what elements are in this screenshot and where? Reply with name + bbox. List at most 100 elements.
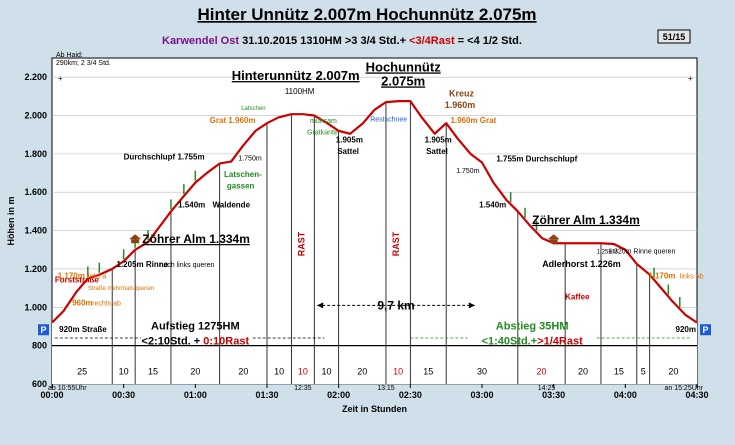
page-badge-box xyxy=(657,29,691,44)
x-tick-label: 02:30 xyxy=(399,390,422,400)
x-tick-label: 00:30 xyxy=(112,390,135,400)
annotation-label: rechts ab xyxy=(92,300,121,307)
y-tick-label: 1.600 xyxy=(24,187,47,197)
annotation-label: 1.540m xyxy=(479,201,506,210)
segment-duration-label: 5 xyxy=(641,366,646,376)
x-tick-label: 01:00 xyxy=(184,390,207,400)
time-label: 14:25 xyxy=(538,385,556,392)
annotation-label: 1.320m Rinne queren xyxy=(608,249,675,256)
descent-time: <1:40Std.+>1/4Rast xyxy=(482,336,584,348)
segment-duration-label: 10 xyxy=(298,366,308,376)
parking-icon-letter: P xyxy=(702,325,708,335)
segment-duration-label: 15 xyxy=(148,366,158,376)
time-label: 12:35 xyxy=(294,385,312,392)
annotation-label: Latschen xyxy=(241,106,265,112)
x-tick-label: 01:30 xyxy=(255,390,278,400)
annotation-label: 920m xyxy=(676,325,696,334)
hut-icon xyxy=(129,234,142,240)
annotation-label: 1.905m xyxy=(425,135,452,144)
annotation-label: Forststraße xyxy=(55,275,100,284)
ascent-time: <2:10Std. + 0:10Rast xyxy=(142,336,250,348)
segment-duration-label: 15 xyxy=(423,366,433,376)
descent-summary: Abstieg 35HM xyxy=(496,320,569,332)
note-line-1: Ab Haid: xyxy=(56,52,83,59)
hut-label: Zöhrer Alm 1.334m xyxy=(142,232,250,246)
y-tick-label: 1.000 xyxy=(24,302,47,312)
marker-plus: + xyxy=(688,74,693,83)
annotation-label: 1.960m Grat xyxy=(450,116,496,125)
y-tick-label: 1.800 xyxy=(24,149,47,159)
annotation-label: Latschen- xyxy=(224,170,262,179)
x-axis-label: Zeit in Stunden xyxy=(342,404,407,414)
segment-duration-label: 20 xyxy=(668,366,678,376)
parking-icon xyxy=(700,324,711,336)
annotation-label: Straße mehrmals queren xyxy=(88,286,154,292)
segment-duration-label: 30 xyxy=(477,366,487,376)
annotation-label: Restschnee xyxy=(370,116,407,123)
segment-duration-label: 20 xyxy=(190,366,200,376)
x-tick-label: 03:30 xyxy=(542,390,565,400)
x-tick-label: 02:00 xyxy=(327,390,350,400)
annotation-label: mühsam xyxy=(310,118,337,125)
peak-label-height: 2.075m xyxy=(381,73,425,88)
annotation-label: Grat 1.960m xyxy=(210,116,256,125)
marker-plus: + xyxy=(58,74,63,83)
annotation-label: 1.755m Durchschlupf xyxy=(496,155,577,164)
annotation-label: Gratkante xyxy=(307,130,338,137)
peak-label: Hinterunnütz 2.007m xyxy=(232,68,360,83)
page-title: Hinter Unnütz 2.007m Hochunnütz 2.075m xyxy=(197,5,536,24)
annotation-label: 1.25HM xyxy=(597,250,618,256)
annotation-label: Kaffee xyxy=(565,293,590,302)
ascent-summary: Aufstieg 1275HM xyxy=(151,320,240,332)
y-tick-label: 600 xyxy=(32,379,47,389)
annotation-label: 960m xyxy=(72,298,92,307)
distance-arrow-head xyxy=(317,302,324,309)
peak-hm-label: 1100HM xyxy=(285,87,315,96)
rast-label: RAST xyxy=(296,231,306,256)
distance-arrow-head xyxy=(468,302,475,309)
hut-label: Zöhrer Alm 1.334m xyxy=(532,213,640,227)
distance-label: 9,7 km xyxy=(377,298,414,312)
segment-duration-label: 10 xyxy=(393,366,403,376)
annotation-label: 1.540m xyxy=(178,201,205,210)
annotation-label: links ab xyxy=(680,274,704,281)
subtitle-line: Karwendel Ost 31.10.2015 1310HM >3 3/4 S… xyxy=(162,35,522,47)
annotation-label: 1.750m xyxy=(456,168,480,175)
time-label: an 15:25Uhr xyxy=(664,385,703,392)
hut-icon xyxy=(547,234,560,240)
annotation-label: Durchschlupf 1.755m xyxy=(124,153,205,162)
annotation-label: links a xyxy=(86,274,106,281)
hut-icon-body xyxy=(131,239,140,244)
segment-duration-label: 10 xyxy=(119,366,129,376)
time-label: ab 10:55Uhr xyxy=(48,385,87,392)
page-badge: 51/15 xyxy=(663,32,686,42)
y-tick-label: 2.000 xyxy=(24,111,47,121)
peak-label: Hochunnütz xyxy=(366,59,442,74)
annotation-label: Waldende xyxy=(213,201,251,210)
segment-duration-label: 20 xyxy=(238,366,248,376)
annotation-label: 1.750m xyxy=(238,156,262,163)
annotation-label: 1.170m xyxy=(58,272,85,281)
segment-duration-label: 10 xyxy=(274,366,284,376)
hut-icon-body xyxy=(549,239,558,244)
annotation-label: Adlerhorst 1.226m xyxy=(542,259,621,269)
parking-icon xyxy=(38,324,49,336)
x-tick-label: 04:30 xyxy=(685,390,708,400)
rast-label: RAST xyxy=(391,231,401,256)
annotation-label: 1.205m Rinne xyxy=(117,260,169,269)
segment-duration-label: 20 xyxy=(536,366,546,376)
time-label: 13:15 xyxy=(377,385,395,392)
annotation-label: Sattel xyxy=(337,147,359,156)
y-tick-label: 1.200 xyxy=(24,264,47,274)
x-tick-label: 04:00 xyxy=(614,390,637,400)
annotation-label: 920m Straße xyxy=(59,325,107,334)
profile-fill xyxy=(52,101,697,384)
y-tick-label: 2.200 xyxy=(24,72,47,82)
y-tick-label: 1.400 xyxy=(24,226,47,236)
annotation-label: gassen xyxy=(227,181,255,190)
annotation-label: 1.905m xyxy=(336,135,363,144)
profile-line xyxy=(51,100,698,324)
annotation-label: 1.170m xyxy=(648,272,675,281)
